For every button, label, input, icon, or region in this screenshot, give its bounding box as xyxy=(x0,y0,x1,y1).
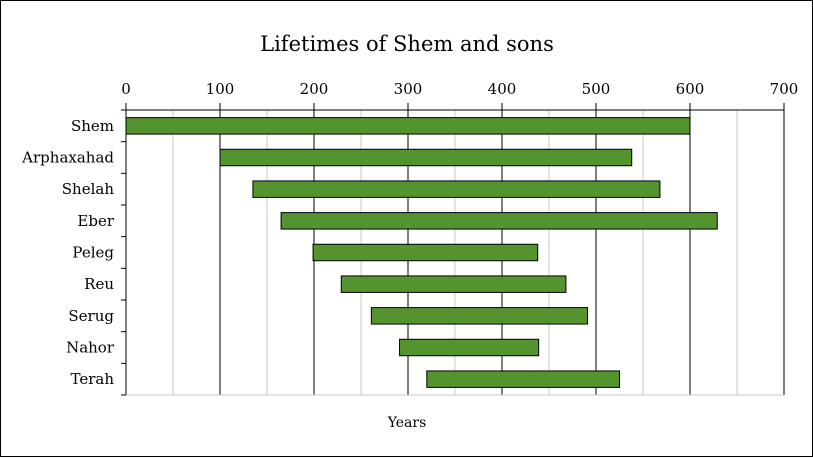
x-tick-label: 200 xyxy=(300,80,329,98)
category-label-eber: Eber xyxy=(77,212,114,230)
category-label-arphaxahad: Arphaxahad xyxy=(21,149,114,167)
bar-nahor xyxy=(399,338,540,357)
x-tick-label: 700 xyxy=(770,80,799,98)
x-tick-label: 300 xyxy=(394,80,423,98)
bar-shelah xyxy=(252,180,661,198)
x-tick-label: 400 xyxy=(488,80,517,98)
category-label-reu: Reu xyxy=(84,275,114,293)
category-label-terah: Terah xyxy=(71,370,115,388)
bar-terah xyxy=(426,370,620,388)
chart-title: Lifetimes of Shem and sons xyxy=(260,32,554,56)
bar-eber xyxy=(280,212,718,230)
bar-shem xyxy=(125,117,691,135)
x-tick-label: 500 xyxy=(582,80,611,98)
category-labels: Shem Arphaxahad Shelah Eber Peleg Reu Serug Nah… xyxy=(21,117,115,388)
x-tick-labels: 0 100 200 300 400 500 600 700 xyxy=(121,80,798,98)
axes xyxy=(121,103,785,396)
category-label-shelah: Shelah xyxy=(62,180,115,198)
category-label-serug: Serug xyxy=(68,307,114,325)
category-label-shem: Shem xyxy=(71,117,114,135)
x-tick-label: 100 xyxy=(206,80,235,98)
x-tick-label: 0 xyxy=(121,80,131,98)
category-label-peleg: Peleg xyxy=(72,244,114,262)
x-tick-label: 600 xyxy=(676,80,705,98)
bars xyxy=(125,117,718,388)
bar-reu xyxy=(340,275,567,293)
x-axis-label: Years xyxy=(387,415,427,431)
bar-peleg xyxy=(312,243,539,262)
category-label-nahor: Nahor xyxy=(66,339,115,357)
bar-serug xyxy=(370,307,589,325)
bar-arphaxahad xyxy=(219,148,633,167)
